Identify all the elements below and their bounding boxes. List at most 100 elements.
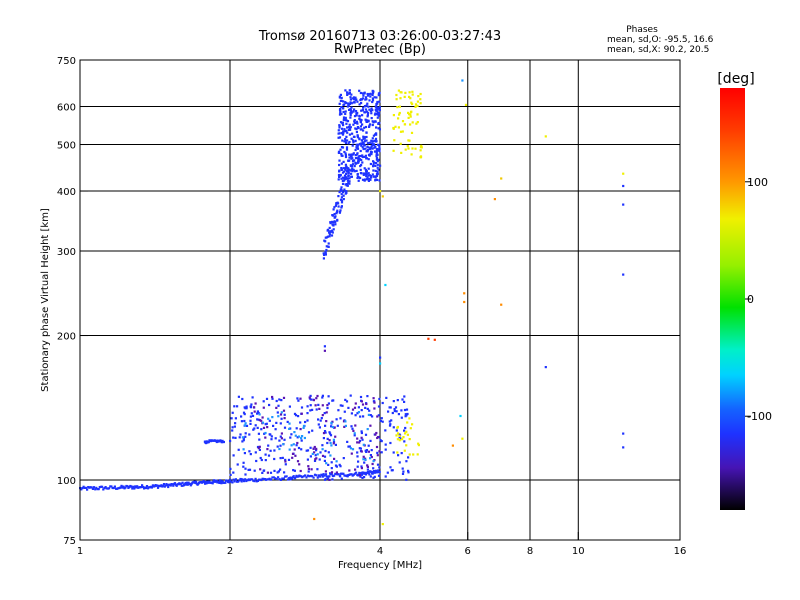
ledge-point [220,441,223,444]
outlier-point [493,198,496,201]
scatter-point [356,153,359,156]
scatter-point [343,128,346,131]
scatter-point [315,397,318,400]
baseline-point [234,478,237,481]
outlier-point [461,79,464,82]
baseline-point [105,487,108,490]
outlier-point [313,517,316,521]
scatter-point [333,206,336,209]
baseline-point [254,477,257,480]
scatter-point [348,469,351,472]
scatter-point [290,444,293,447]
scatter-point [256,410,259,413]
scatter-point [375,106,378,109]
scatter-point [337,129,340,132]
scatter-point [364,178,367,181]
scatter-point [256,418,259,421]
scatter-point [322,257,325,260]
baseline-point [313,473,317,476]
scatter-point [253,410,256,413]
scatter-point [364,154,367,157]
scatter-point [370,151,373,154]
baseline-point [241,478,244,481]
baseline-point [242,480,246,483]
scatter-point [333,220,336,223]
scatter-point [361,178,365,181]
scatter-point [352,135,356,138]
scatter-point [329,230,332,233]
baseline-point [341,472,344,475]
scatter-point [349,98,352,101]
scatter-point [282,396,286,399]
scatter-point [366,145,369,148]
scatter-point [373,139,376,142]
scatter-point [370,112,373,115]
baseline-point [304,474,307,477]
scatter-point [283,413,286,416]
scatter-point [372,169,375,172]
scatter-point [365,110,368,113]
scatter-point [355,162,358,165]
scatter-point [273,469,276,472]
scatter-point [394,406,398,409]
scatter-point [369,178,372,181]
scatter-point [340,146,344,149]
baseline-point [220,482,223,485]
scatter-point [361,114,364,117]
scatter-point [333,457,336,460]
y-tick-label: 600 [57,103,76,114]
scatter-point [378,179,381,182]
scatter-point [397,89,400,92]
scatter-point [243,452,246,455]
scatter-point [370,175,373,178]
outlier-point [384,283,387,287]
scatter-point [362,129,365,132]
scatter-point [351,163,355,166]
scatter-point [297,446,301,450]
scatter-point [302,424,306,428]
y-tick-label: 200 [57,332,76,343]
scatter-point [236,463,239,466]
scatter-point [321,454,325,457]
scatter-point [341,182,345,185]
baseline-point [272,476,275,479]
scatter-point [260,419,263,422]
scatter-point [333,213,336,216]
baseline-point [305,476,308,479]
scatter-point [240,415,243,418]
scatter-point [341,154,344,157]
scatter-point [368,108,371,111]
scatter-point [322,252,325,255]
scatter-point [367,174,371,177]
scatter-point [344,110,347,113]
baseline-point [108,487,111,490]
scatter-point [286,420,289,423]
scatter-point [411,102,414,106]
scatter-point [377,158,380,161]
scatter-point [380,451,383,454]
scatter-point [282,409,286,412]
scatter-point [371,99,375,102]
scatter-point [361,155,364,159]
scatter-point [337,136,340,139]
scatter-point [315,408,318,411]
scatter-point [349,128,352,131]
scatter-point [311,452,314,455]
scatter-point [365,402,368,406]
scatter-point [363,140,366,143]
scatter-point [369,424,372,427]
scatter-point [361,154,364,157]
scatter-point [361,142,364,146]
scatter-point [399,91,402,94]
scatter-point [250,412,253,415]
scatter-point [354,110,358,113]
scatter-point [350,412,353,415]
scatter-point [343,188,346,191]
scatter-point [405,430,408,433]
scatter-point [376,454,379,457]
scatter-point [397,126,400,129]
scatter-point [316,468,319,471]
baseline-point [180,484,183,487]
scatter-point [390,419,393,422]
scatter-point [372,476,375,479]
